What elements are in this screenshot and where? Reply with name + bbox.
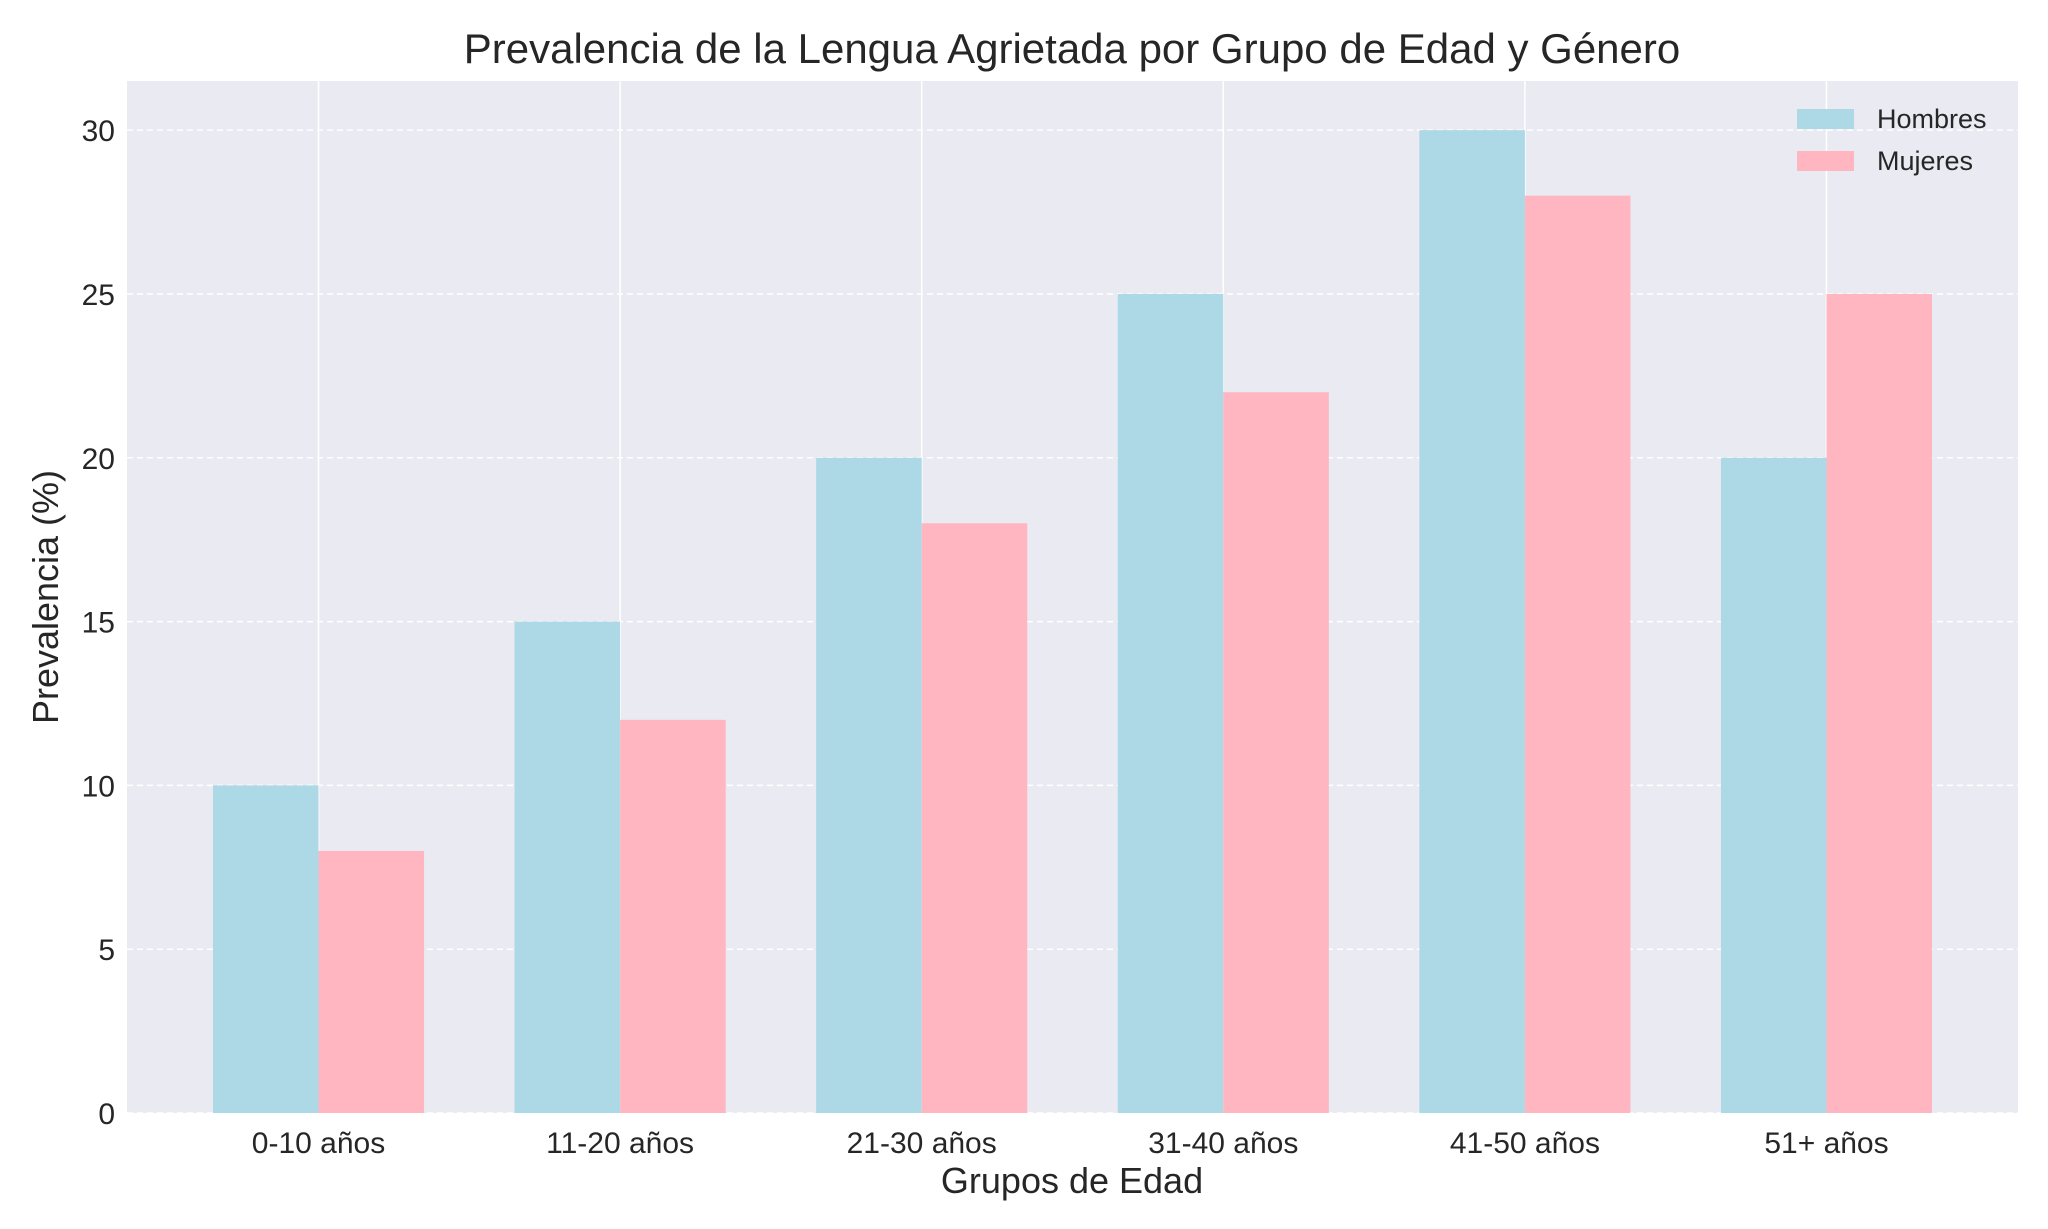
y-tick-label: 0 [98, 1098, 115, 1131]
bar-hombres [212, 785, 319, 1113]
y-tick-label: 30 [82, 115, 115, 148]
y-axis-ticks: 0 5 10 15 20 25 30 [82, 115, 115, 1131]
chart-title: Prevalencia de la Lengua Agrietada por G… [464, 25, 1681, 72]
bar-mujeres [1524, 195, 1631, 1113]
y-axis-label: Prevalencia (%) [25, 470, 66, 724]
x-tick-label: 0-10 años [252, 1127, 385, 1160]
y-tick-label: 15 [82, 607, 115, 640]
legend-swatch-hombres [1797, 109, 1854, 129]
x-tick-label: 41-50 años [1450, 1127, 1600, 1160]
bar-mujeres [1826, 293, 1933, 1113]
y-tick-label: 5 [98, 934, 115, 967]
x-axis-ticks: 0-10 años 11-20 años 21-30 años 31-40 años 4… [252, 1127, 1889, 1160]
x-tick-label: 51+ años [1764, 1127, 1888, 1160]
legend-label-mujeres: Mujeres [1877, 146, 1973, 176]
bar-hombres [514, 621, 621, 1113]
x-tick-label: 31-40 años [1148, 1127, 1298, 1160]
bar-mujeres [1223, 392, 1329, 1113]
bars [212, 130, 1933, 1114]
bar-hombres [1117, 293, 1224, 1113]
y-tick-label: 10 [82, 770, 115, 803]
legend-swatch-mujeres [1797, 151, 1854, 171]
legend-label-hombres: Hombres [1877, 104, 1987, 134]
bar-hombres [816, 457, 922, 1113]
y-tick-label: 20 [82, 443, 115, 476]
y-tick-label: 25 [82, 279, 115, 312]
bar-mujeres [921, 523, 1028, 1113]
bar-hombres [1419, 130, 1525, 1114]
bar-mujeres [318, 850, 425, 1113]
x-axis-label: Grupos de Edad [941, 1160, 1203, 1201]
legend: Hombres Mujeres [1797, 104, 1987, 176]
plot-area [127, 81, 2018, 1113]
bar-hombres [1720, 457, 1827, 1113]
bar-mujeres [620, 719, 726, 1113]
x-tick-label: 21-30 años [847, 1127, 997, 1160]
x-tick-label: 11-20 años [546, 1127, 694, 1160]
